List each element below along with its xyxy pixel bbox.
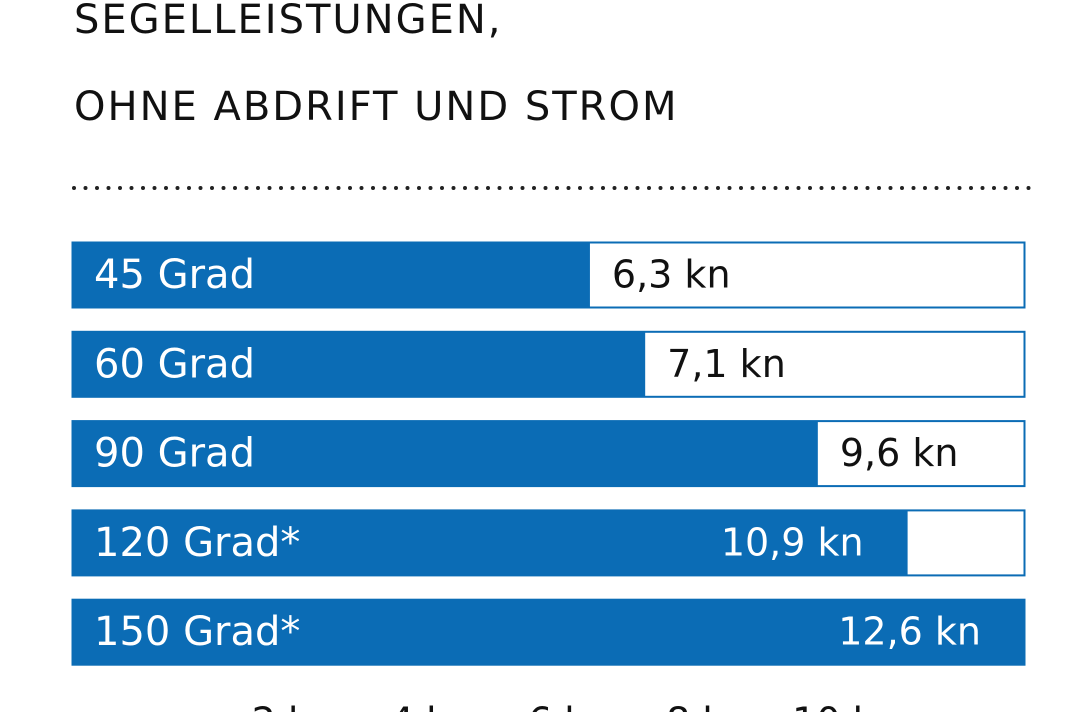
bar [72,509,908,576]
x-tick-label: 10 kn [792,700,899,712]
value-label: 12,6 kn [838,610,981,654]
bar [72,331,646,398]
value-label: 7,1 kn [667,342,786,386]
x-tick-label: 4 kn [390,700,472,712]
x-tick-label: 8 kn [666,700,748,712]
x-tick-label: 6 kn [528,700,610,712]
category-label: 120 Grad* [94,520,300,566]
category-label: 150 Grad* [94,609,300,655]
bar [72,242,590,308]
value-label: 6,3 kn [612,253,731,297]
x-tick-label: 2 kn [252,700,334,712]
value-label: 9,6 kn [840,431,959,475]
category-label: 90 Grad [94,431,255,477]
bar [72,599,1025,666]
value-label: 10,9 kn [721,520,864,564]
category-label: 45 Grad [94,252,255,298]
chart-title: SEGELLEISTUNGEN, [74,0,503,43]
category-label: 60 Grad [94,341,255,387]
bar [72,420,818,487]
chart-title: OHNE ABDRIFT UND STROM [74,84,678,130]
